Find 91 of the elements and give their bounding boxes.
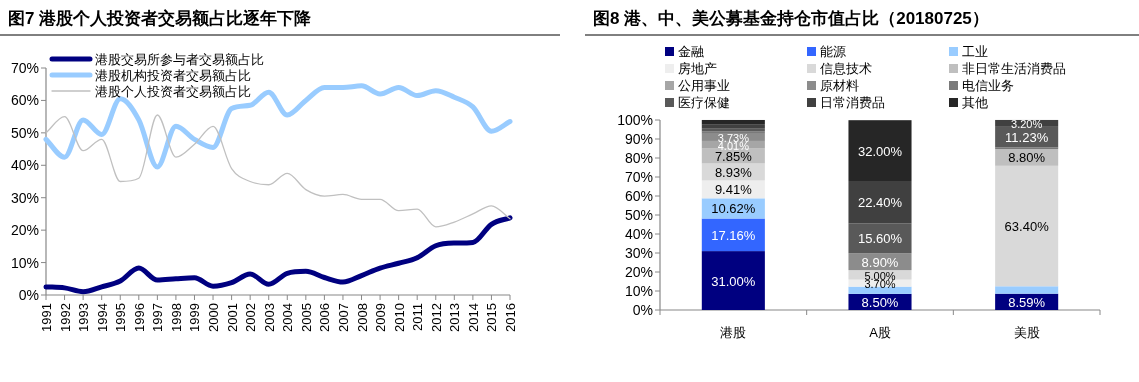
y-tick-label: 60%	[10, 92, 39, 109]
x-tick-label: 1997	[150, 303, 166, 332]
x-tick-label: A股	[869, 325, 891, 340]
data-label: 7.85%	[714, 149, 753, 165]
y-tick-label: 90%	[624, 131, 653, 147]
line-series	[45, 114, 511, 228]
data-label: 10.62%	[711, 201, 756, 217]
x-tick-label: 2016	[503, 303, 518, 332]
y-tick-label: 40%	[624, 226, 653, 242]
bar	[848, 286, 912, 294]
bar	[995, 286, 1059, 294]
data-label: 22.40%	[857, 195, 903, 211]
x-tick-label: 2011	[410, 303, 426, 331]
x-tick-label: 2010	[391, 303, 407, 332]
x-tick-label: 2000	[206, 303, 222, 332]
x-tick-label: 1996	[131, 303, 147, 332]
data-label: 32.00%	[857, 143, 903, 159]
data-label: 8.80%	[1008, 150, 1046, 166]
legend-label: 房地产	[678, 61, 717, 76]
x-tick-label: 1992	[57, 303, 73, 332]
y-tick-label: 20%	[624, 264, 653, 280]
data-label: 8.90%	[861, 254, 899, 270]
y-tick-label: 20%	[10, 222, 39, 239]
bar	[701, 218, 765, 252]
data-label: 63.40%	[1004, 219, 1050, 235]
legend-label: 非日常生活消费品	[962, 62, 1066, 76]
legend-label: 港股交易所参与者交易额占比	[95, 52, 264, 67]
data-label: 31.00%	[711, 273, 756, 289]
bar	[701, 119, 765, 125]
bar	[701, 251, 765, 310]
x-tick-label: 2002	[243, 303, 259, 332]
data-label: 17.16%	[711, 227, 756, 243]
y-tick-label: 10%	[10, 254, 39, 271]
legend-label: 公用事业	[678, 79, 730, 93]
y-tick-label: 30%	[624, 245, 653, 261]
y-tick-label: 70%	[624, 169, 653, 185]
y-tick-label: 0%	[18, 287, 39, 303]
y-tick-label: 30%	[10, 189, 39, 206]
x-tick-label: 1995	[113, 303, 129, 332]
x-tick-label: 2006	[317, 303, 333, 332]
legend-label: 信息技术	[820, 62, 872, 76]
x-tick-label: 2009	[373, 303, 389, 332]
data-label: 8.59%	[1008, 294, 1046, 310]
legend-label: 金融	[678, 45, 704, 59]
data-label: 8.50%	[861, 294, 899, 310]
x-tick-label: 2013	[447, 303, 463, 332]
legend-label: 日常消费品	[820, 96, 885, 110]
y-tick-label: 10%	[624, 283, 653, 299]
x-tick-label: 1991	[39, 303, 54, 332]
legend-label: 工业	[962, 45, 988, 59]
bar	[995, 165, 1059, 287]
y-tick-label: 0%	[632, 302, 653, 318]
x-tick-label: 港股	[720, 325, 747, 340]
legend-label: 其他	[962, 96, 988, 110]
legend-label: 港股个人投资者交易额占比	[95, 84, 251, 99]
x-tick-label: 美股	[1013, 325, 1040, 340]
chart-title: 图7 港股个人投资者交易额占比逐年下降	[8, 9, 313, 28]
legend-label: 港股机构投资者交易额占比	[95, 68, 251, 83]
y-tick-label: 100%	[617, 112, 653, 128]
data-label: 8.93%	[714, 164, 753, 180]
chart-title: 图8 港、中、美公募基金持仓市值占比（20180725）	[593, 9, 989, 28]
x-tick-label: 2014	[465, 303, 481, 332]
legend-label: 原材料	[820, 79, 859, 93]
bar	[848, 120, 912, 181]
legend-label: 电信业务	[962, 79, 1014, 93]
x-tick-label: 1994	[94, 303, 110, 332]
x-tick-label: 1993	[76, 303, 92, 332]
data-label: 3.20%	[1011, 118, 1043, 130]
legend-label: 医疗保健	[678, 96, 730, 110]
y-tick-label: 60%	[624, 188, 653, 204]
y-tick-label: 40%	[10, 157, 39, 174]
data-label: 9.41%	[714, 182, 753, 198]
x-tick-label: 1998	[168, 303, 184, 332]
x-tick-label: 2008	[354, 303, 370, 332]
y-tick-label: 70%	[10, 60, 39, 76]
x-tick-label: 2007	[335, 303, 351, 332]
legend-label: 能源	[820, 45, 846, 59]
x-tick-label: 2015	[484, 303, 500, 332]
x-tick-label: 2003	[261, 303, 277, 332]
x-tick-label: 2005	[298, 303, 314, 332]
data-label: 11.23%	[1005, 129, 1049, 145]
bar	[701, 124, 765, 129]
y-tick-label: 80%	[624, 150, 653, 166]
data-label: 15.60%	[857, 231, 903, 247]
x-tick-label: 2012	[428, 303, 444, 332]
x-tick-label: 2004	[280, 303, 296, 332]
x-tick-label: 2001	[224, 303, 240, 332]
y-tick-label: 50%	[10, 124, 39, 141]
y-tick-label: 50%	[624, 207, 653, 223]
bar	[848, 180, 912, 224]
x-tick-label: 1999	[187, 303, 203, 332]
